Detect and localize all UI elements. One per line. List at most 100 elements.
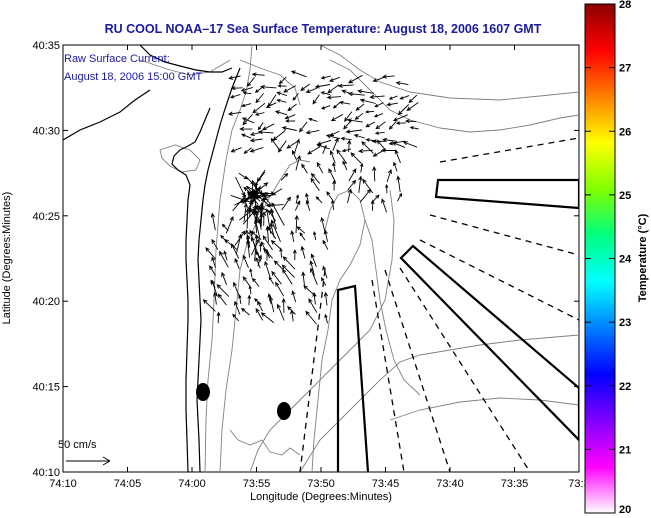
current-vector <box>251 277 260 287</box>
dashed-line-4 <box>399 267 531 472</box>
current-vector <box>249 138 263 143</box>
coastline-bay-shore <box>63 89 151 141</box>
current-vector <box>289 309 295 322</box>
current-vector <box>232 281 240 297</box>
current-vector <box>388 121 397 130</box>
current-vector <box>276 91 288 97</box>
coastline-north <box>139 45 233 73</box>
survey-box-east <box>434 178 579 210</box>
contour-channel-1 <box>311 189 366 472</box>
y-tick-label: 40:30 <box>32 125 60 137</box>
current-vector <box>245 238 251 258</box>
current-vector <box>316 143 330 150</box>
figure-title: RU COOL NOAA–17 Sea Surface Temperature:… <box>105 22 542 36</box>
map-frame <box>62 44 580 473</box>
x-tick-label: 73:55 <box>243 478 271 490</box>
current-vector <box>394 149 401 164</box>
current-vector <box>238 294 242 304</box>
current-vector <box>312 94 320 105</box>
current-vector <box>301 163 308 174</box>
y-tick-label: 40:20 <box>32 296 60 308</box>
current-vector <box>257 300 263 312</box>
y-tick-label: 40:35 <box>32 40 60 52</box>
current-vector <box>230 86 243 91</box>
map-content <box>63 45 579 472</box>
contour-harbor-2 <box>139 59 231 76</box>
current-vector <box>231 243 240 259</box>
surface-current-vectors <box>202 70 419 325</box>
x-axis-label: Longitude (Degrees:Minutes) <box>250 491 392 503</box>
current-vector <box>240 86 253 92</box>
current-vector <box>322 239 329 250</box>
current-vector <box>310 177 320 192</box>
y-tick-label: 40:25 <box>32 211 60 223</box>
current-vector <box>211 256 216 268</box>
contour-shoal-1 <box>229 429 301 456</box>
current-vector <box>216 284 230 297</box>
current-vector <box>332 179 336 191</box>
current-vector <box>254 234 259 262</box>
current-vector <box>282 268 293 285</box>
current-vector <box>290 230 295 242</box>
current-vector <box>323 229 328 242</box>
current-vector <box>270 219 281 242</box>
current-vector <box>210 212 216 231</box>
annotation-line-1: Raw Surface Current: <box>64 53 170 65</box>
colorbar-ticks: 28 27 26 25 24 23 22 21 20 <box>585 0 632 516</box>
current-vector <box>219 250 229 268</box>
current-vector <box>255 256 261 269</box>
y-axis-label: Latitude (Degrees:Minutes) <box>1 192 13 325</box>
current-vector <box>281 196 291 211</box>
current-vector <box>346 118 363 123</box>
current-vector <box>355 103 365 111</box>
current-vector <box>321 277 327 286</box>
current-vector <box>305 192 309 204</box>
survey-box-southeast <box>399 244 579 442</box>
current-vector <box>205 247 216 260</box>
current-vector <box>241 117 255 124</box>
current-vector <box>326 95 342 100</box>
current-vector <box>295 194 300 204</box>
current-vector <box>273 260 284 271</box>
current-vector <box>395 81 409 86</box>
contour-bay-1 <box>159 144 201 173</box>
colorbar-tick-label: 26 <box>619 126 631 138</box>
current-vector <box>241 133 252 139</box>
colorbar-tick-label: 22 <box>619 381 631 393</box>
current-vector <box>314 84 330 89</box>
contour-mid-1 <box>249 189 395 472</box>
current-vector <box>353 133 365 139</box>
current-vector <box>281 126 297 131</box>
current-vector <box>320 91 331 96</box>
current-vector <box>271 270 282 285</box>
contour-outer-2 <box>329 59 579 133</box>
current-vector <box>336 149 348 164</box>
current-vector <box>330 199 335 211</box>
current-vector <box>386 102 398 107</box>
current-vector <box>260 312 274 323</box>
current-vector <box>246 77 255 87</box>
current-vector <box>281 297 286 313</box>
current-vector <box>324 313 328 324</box>
current-vector <box>259 242 263 252</box>
current-vector <box>381 74 395 79</box>
current-vector <box>213 291 218 305</box>
current-vector <box>296 226 306 234</box>
current-vector <box>347 91 365 97</box>
current-vector <box>240 307 250 316</box>
current-vector <box>388 140 406 146</box>
current-vector <box>260 84 277 90</box>
current-vector <box>239 126 253 132</box>
colorbar-tick-label: 21 <box>619 444 631 456</box>
current-vector <box>332 137 339 151</box>
current-vector <box>257 129 274 135</box>
current-vector <box>279 247 283 258</box>
y-axis-ticks: 40:35 40:30 40:25 40:20 40:15 40:10 <box>32 40 579 479</box>
current-vector <box>397 192 403 202</box>
current-vector <box>359 188 372 203</box>
current-vector <box>339 100 351 105</box>
current-vector <box>375 121 386 130</box>
current-vector <box>227 111 242 116</box>
current-vector <box>342 160 348 171</box>
current-vector <box>408 94 418 104</box>
